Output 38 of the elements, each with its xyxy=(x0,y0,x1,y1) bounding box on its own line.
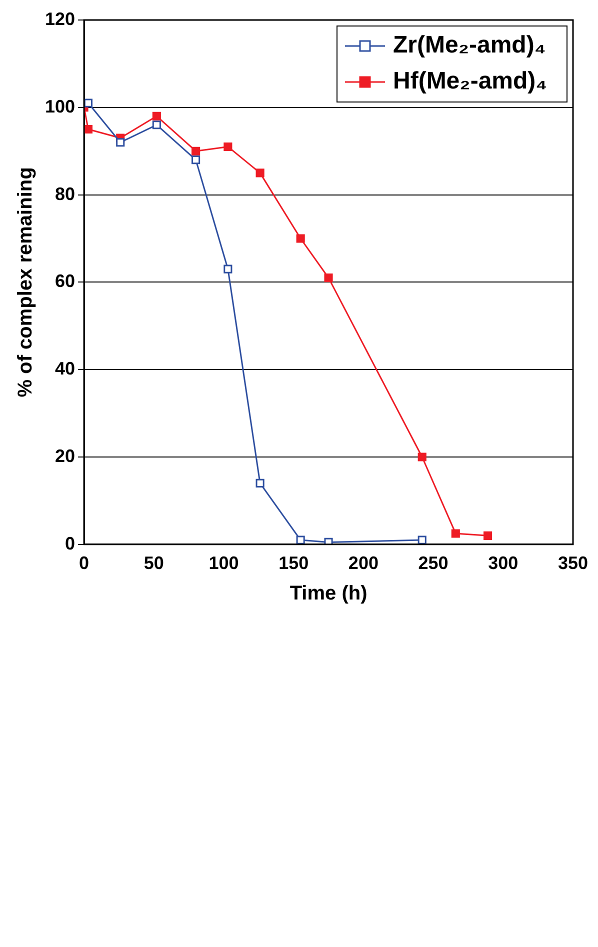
point xyxy=(451,529,460,538)
point xyxy=(224,264,232,274)
x-tick-label: 350 xyxy=(558,553,588,574)
x-tick-label: 300 xyxy=(488,553,518,574)
y-tick-label: 120 xyxy=(44,8,76,29)
point xyxy=(152,112,161,120)
point xyxy=(296,234,305,243)
point xyxy=(192,146,200,156)
point xyxy=(116,138,125,147)
y-tick-label: 80 xyxy=(55,184,76,204)
point xyxy=(418,536,426,544)
point xyxy=(324,538,333,544)
x-tick-label: 250 xyxy=(418,553,448,574)
point xyxy=(192,156,200,164)
x-axis-title: Time (h) xyxy=(290,582,368,605)
y-tick-label: 100 xyxy=(44,96,76,116)
point xyxy=(256,168,264,178)
point xyxy=(483,531,492,540)
y-axis-title: % of complex remaining xyxy=(14,167,37,398)
x-tick-label: 100 xyxy=(208,553,239,574)
y-tick-label: 60 xyxy=(55,271,76,292)
y-tick-label: 40 xyxy=(55,358,76,379)
legend-label: Zr(Me₂-amd)₄ xyxy=(393,32,546,59)
point xyxy=(256,478,264,488)
x-tick-label: 200 xyxy=(348,553,378,574)
point xyxy=(152,120,161,130)
point xyxy=(224,142,232,152)
point xyxy=(84,98,93,108)
point xyxy=(84,124,93,134)
x-tick-label: 150 xyxy=(278,553,309,574)
point xyxy=(324,274,333,282)
y-tick-label: 20 xyxy=(55,446,76,466)
legend-label: Hf(Me₂-amd)₄ xyxy=(393,68,548,95)
x-tick-label: 50 xyxy=(144,553,164,574)
point xyxy=(418,452,426,462)
x-tick-label: 0 xyxy=(79,553,90,574)
y-tick-label: 0 xyxy=(65,533,76,554)
point xyxy=(296,536,305,544)
